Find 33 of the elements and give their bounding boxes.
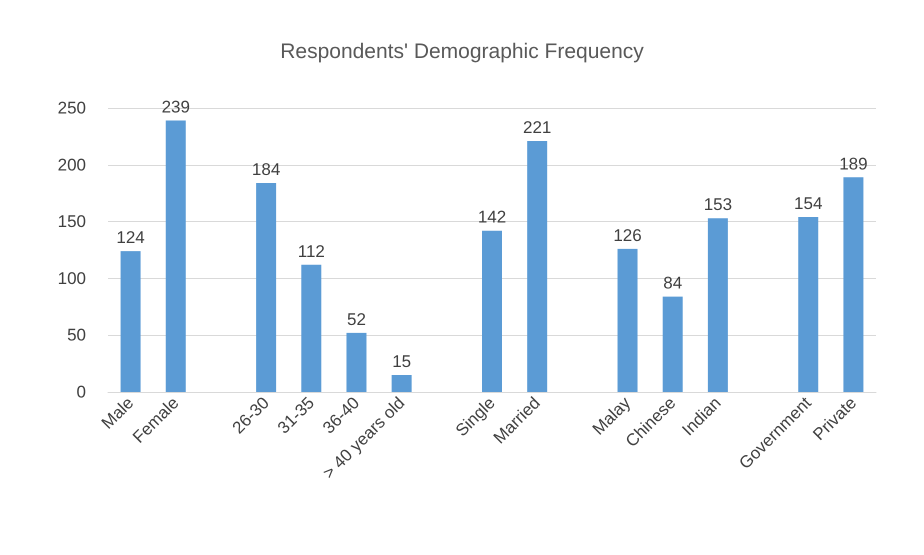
- y-tick-label: 0: [76, 382, 86, 402]
- bar: [662, 296, 683, 392]
- data-label: 221: [522, 118, 552, 137]
- y-tick-label: 50: [67, 326, 86, 345]
- y-tick-label: 100: [58, 268, 86, 288]
- data-label: 153: [704, 195, 732, 214]
- y-tick-label: 250: [58, 98, 86, 118]
- bar: [346, 332, 366, 392]
- data-label: 15: [392, 352, 412, 371]
- data-label: 84: [663, 274, 682, 293]
- bar: [392, 374, 412, 392]
- data-label: 154: [794, 194, 822, 214]
- bar: [843, 177, 864, 392]
- y-tick-label: 200: [58, 155, 86, 174]
- data-label: 112: [298, 242, 325, 261]
- bar: [166, 120, 186, 392]
- bar: [618, 248, 638, 392]
- data-label: 184: [252, 160, 280, 179]
- bar: [301, 264, 322, 392]
- bar: [256, 182, 276, 392]
- data-label: 142: [478, 208, 506, 227]
- data-label: 189: [839, 154, 868, 174]
- data-label: 52: [347, 310, 366, 329]
- bar: [798, 217, 818, 392]
- y-tick-label: 150: [58, 212, 86, 232]
- bar: [527, 140, 548, 392]
- data-label: 239: [162, 97, 190, 116]
- bar: [708, 218, 728, 392]
- bar: [482, 230, 502, 392]
- bar: [120, 251, 141, 392]
- chart-title: Respondents' Demographic Frequency: [280, 40, 644, 63]
- data-label: 124: [116, 228, 145, 248]
- data-label: 126: [613, 226, 642, 245]
